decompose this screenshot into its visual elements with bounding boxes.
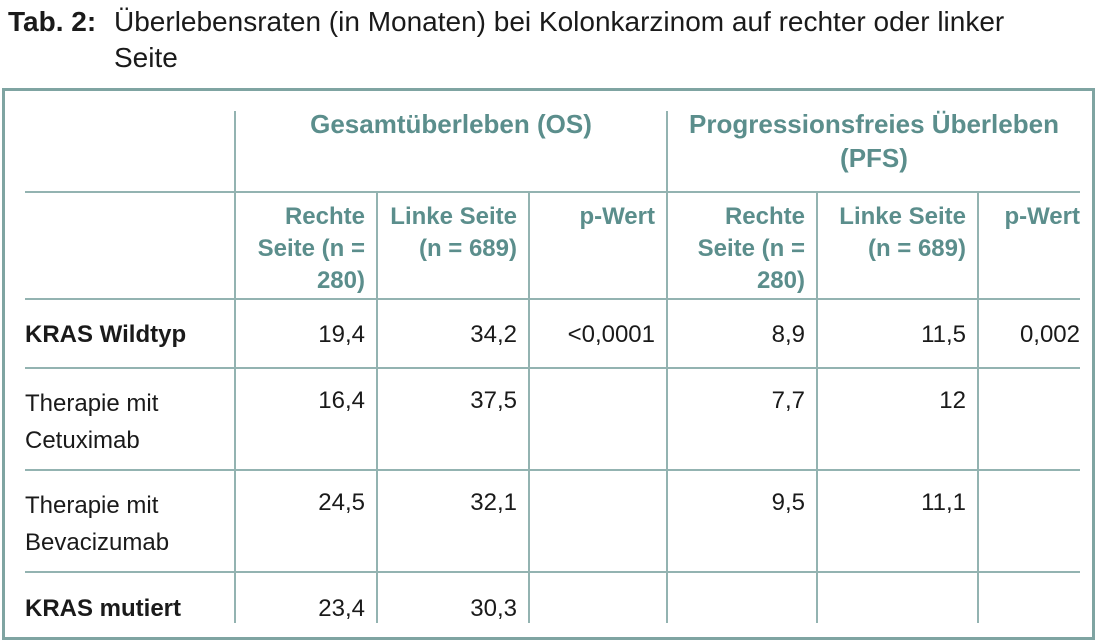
divider-pfs-left — [977, 191, 979, 623]
table-cell: <0,0001 — [567, 321, 655, 348]
row-label-cetuximab: Therapie mit Cetuximab — [25, 390, 159, 454]
table-cell: 8,9 — [771, 321, 805, 348]
column-header-os-p: p-Wert — [579, 203, 655, 230]
divider-os-pfs — [666, 111, 668, 623]
rule-row-3 — [25, 571, 1080, 573]
table-cell: 0,002 — [1019, 321, 1080, 348]
survival-table: Gesamtüberleben (OS) Progressionsfreies … — [2, 88, 1095, 640]
divider-os-left — [528, 191, 530, 623]
table-cell: 37,5 — [470, 387, 517, 414]
row-label-bevacizumab: Therapie mit Bevacizumab — [25, 492, 170, 556]
rule-row-2 — [25, 469, 1080, 471]
table-cell: 12 — [939, 387, 966, 414]
group-header-os: Gesamtüberleben (OS) — [310, 109, 592, 139]
divider-pfs-right — [816, 191, 818, 623]
table-cell: 24,5 — [318, 489, 365, 516]
rule-row-1 — [25, 367, 1080, 369]
table-cell: 7,7 — [771, 387, 805, 414]
table-cell: 16,4 — [318, 387, 365, 414]
table-cell: 32,1 — [470, 489, 517, 516]
table-cell: 11,5 — [921, 321, 966, 348]
row-label-kras-mutiert: KRAS mutiert — [25, 595, 182, 622]
column-header-os-left: Linke Seite (n = 689) — [390, 203, 517, 262]
row-label-kras-wildtyp: KRAS Wildtyp — [25, 321, 187, 348]
group-header-pfs: Progressionsfreies Überleben (PFS) — [689, 109, 1059, 173]
rule-column-header — [25, 298, 1080, 300]
table-cell: 34,2 — [470, 321, 517, 348]
table-cell: 11,1 — [921, 489, 966, 516]
column-header-pfs-right: Rechte Seite (n = 280) — [697, 203, 805, 294]
table-cell: 30,3 — [470, 595, 517, 622]
table-cell: 23,4 — [318, 595, 365, 622]
divider-os-right — [376, 191, 378, 623]
column-header-os-right: Rechte Seite (n = 280) — [257, 203, 365, 294]
rule-group-header — [25, 191, 1080, 193]
table-cell: 9,5 — [771, 489, 805, 516]
column-header-pfs-left: Linke Seite (n = 689) — [839, 203, 966, 262]
column-header-pfs-p: p-Wert — [1004, 203, 1080, 230]
table-cell: 19,4 — [318, 321, 365, 348]
caption-label: Tab. 2: — [8, 6, 97, 37]
divider-label-column — [234, 111, 236, 623]
caption-title: Überlebensraten (in Monaten) bei Kolonka… — [114, 6, 1005, 73]
